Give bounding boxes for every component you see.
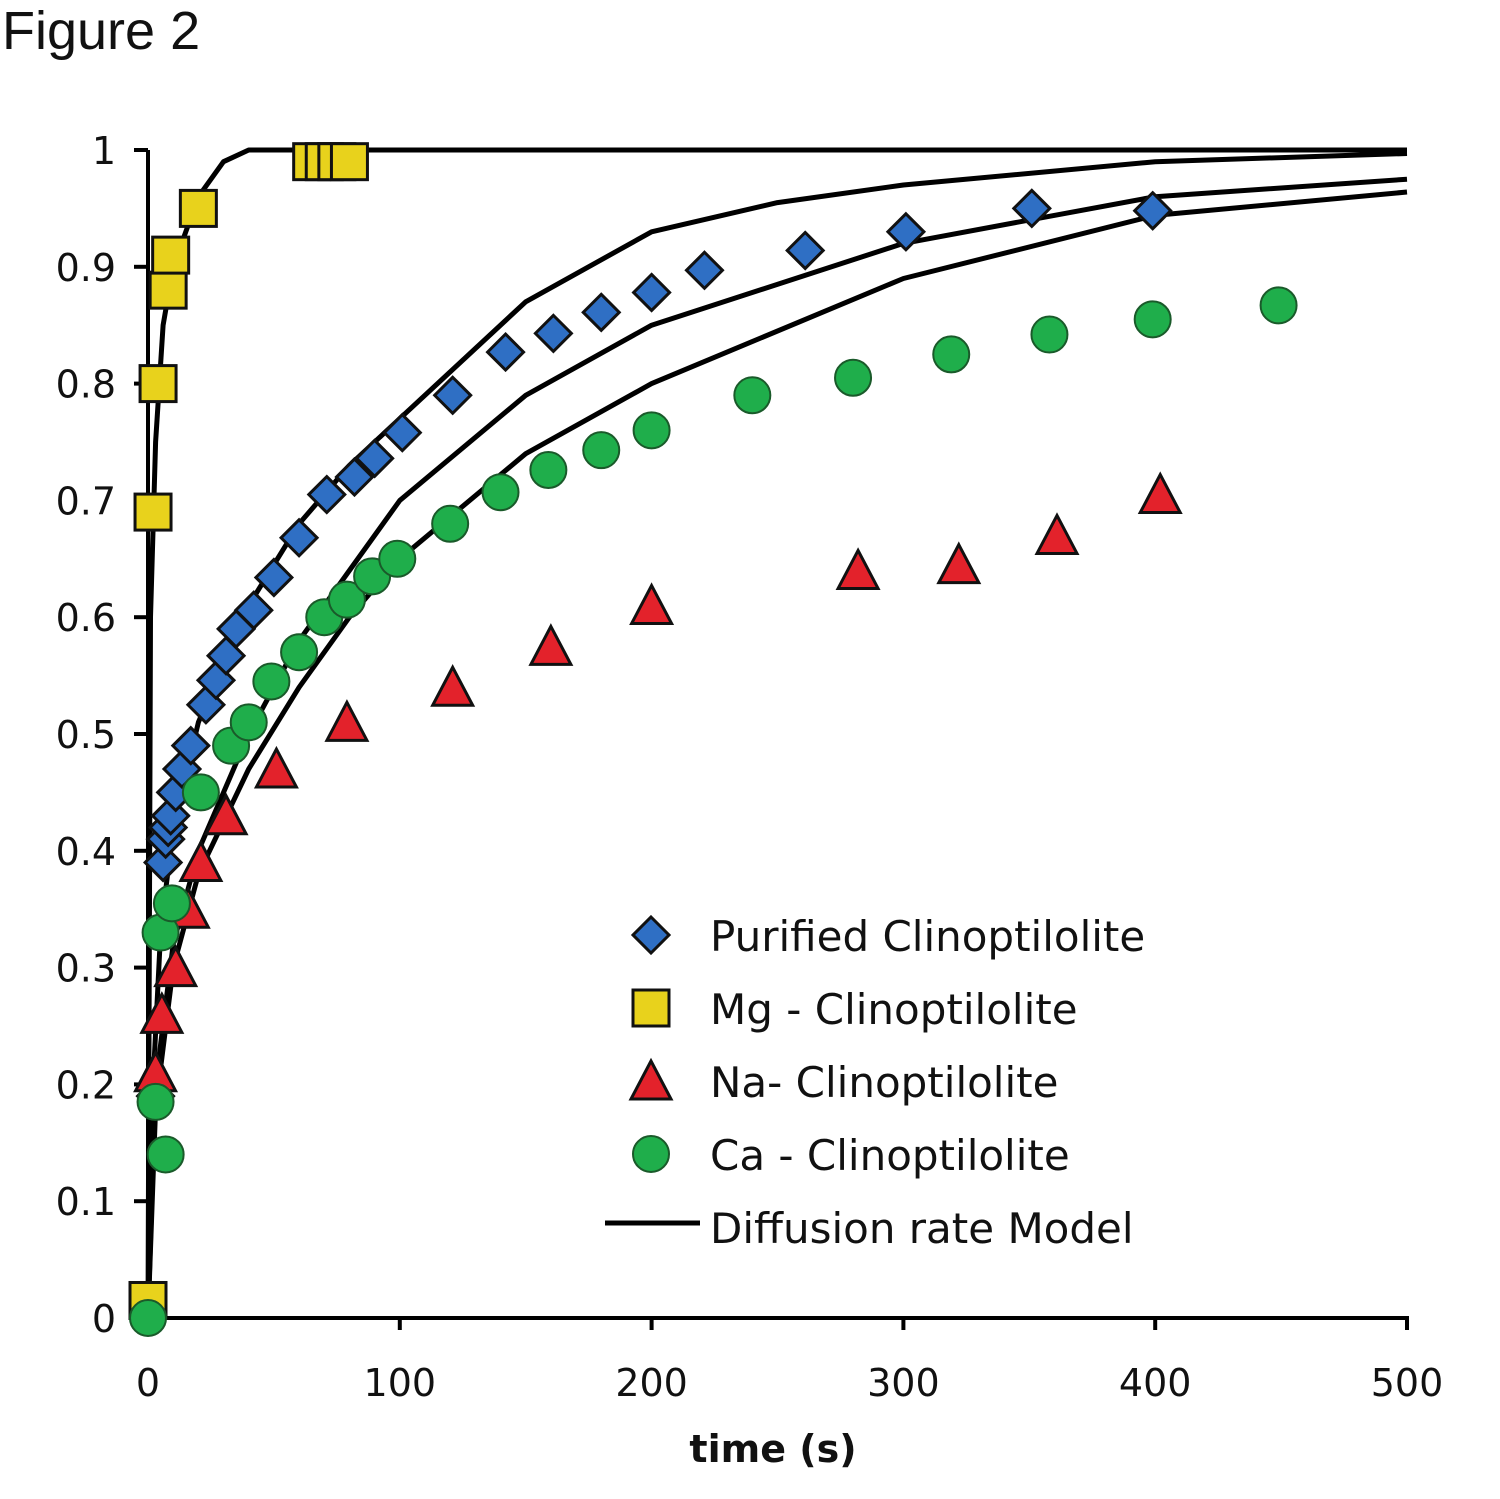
data-point-circle <box>834 358 873 397</box>
data-point-circle <box>136 1082 175 1121</box>
data-point-circle <box>481 473 520 512</box>
data-point-diamond <box>233 590 274 631</box>
data-point-diamond <box>354 438 395 479</box>
data-point-circle <box>229 703 268 742</box>
legend-label: Na- Clinoptilolite <box>710 1058 1058 1107</box>
x-tick-label: 500 <box>1371 1361 1444 1405</box>
legend-marker-diamond <box>630 914 672 956</box>
data-point-diamond <box>533 313 574 354</box>
data-point-diamond <box>885 211 927 252</box>
x-tick-label: 200 <box>615 1361 688 1405</box>
data-point-triangle <box>430 664 476 707</box>
data-point-diamond <box>334 456 375 498</box>
data-point-triangle <box>528 623 574 666</box>
axes: 0 100 200 300 400 500 0 0.1 0.2 0.3 0.4 0.5 0.6 0.7 0.… <box>56 129 1444 1405</box>
data-point-square <box>148 270 188 310</box>
y-tick-label: 0 <box>92 1297 116 1341</box>
data-point-diamond <box>278 517 320 558</box>
data-point-diamond <box>785 230 826 271</box>
data-point-diamond <box>1132 190 1173 231</box>
y-tick-label: 0.3 <box>56 947 116 991</box>
x-axis-label: time (s) <box>689 1427 856 1471</box>
data-point-square <box>329 142 369 182</box>
data-point-diamond <box>485 331 526 373</box>
legend-marker-triangle <box>628 1057 674 1101</box>
y-tick-label: 0.9 <box>56 246 116 290</box>
data-point-diamond <box>382 412 423 453</box>
data-point-circle <box>582 431 621 470</box>
legend-label: Purified Clinoptilolite <box>710 912 1145 961</box>
data-point-diamond <box>253 557 295 598</box>
legend-label: Mg - Clinoptilolite <box>710 985 1078 1034</box>
data-points <box>128 142 1298 1337</box>
legend: Purified Clinoptilolite Mg - Clinoptiloli… <box>605 912 1145 1253</box>
figure-label: Figure 2 <box>2 1 201 61</box>
data-point-circle <box>280 633 319 672</box>
data-point-triangle <box>324 699 370 742</box>
data-point-circle <box>252 662 291 701</box>
data-point-diamond <box>1011 188 1052 229</box>
x-tick-label: 100 <box>364 1361 437 1405</box>
data-point-diamond <box>170 725 211 766</box>
legend-marker-square <box>631 988 671 1028</box>
data-point-triangle <box>835 547 881 590</box>
data-point-diamond <box>631 272 672 313</box>
data-point-circle <box>378 539 417 578</box>
data-point-circle <box>529 451 568 490</box>
data-point-circle <box>632 411 671 450</box>
data-point-triangle <box>153 944 199 988</box>
data-point-triangle <box>178 839 224 882</box>
data-point-circle <box>1259 286 1298 325</box>
legend-label: Ca - Clinoptilolite <box>710 1131 1070 1180</box>
y-tick-label: 0.5 <box>56 713 116 757</box>
y-tick-label: 0.7 <box>56 479 116 523</box>
data-point-circle <box>181 773 220 812</box>
data-point-triangle <box>1137 471 1183 515</box>
y-tick-label: 0.1 <box>56 1180 116 1224</box>
data-point-square <box>138 364 178 404</box>
data-point-diamond <box>581 292 622 333</box>
y-tick-label: 0.6 <box>56 596 116 640</box>
data-point-triangle <box>253 745 299 789</box>
data-point-circle <box>1030 315 1069 354</box>
legend-marker-circle <box>632 1135 670 1173</box>
y-tick-label: 0.4 <box>56 830 116 874</box>
data-point-square <box>178 188 218 228</box>
data-point-diamond <box>306 474 347 515</box>
data-point-square <box>133 492 173 532</box>
data-point-diamond <box>684 250 725 291</box>
x-tick-label: 400 <box>1119 1361 1192 1405</box>
data-point-circle <box>146 1135 185 1174</box>
data-point-circle <box>152 884 191 923</box>
data-point-triangle <box>203 792 249 836</box>
y-tick-label: 0.2 <box>56 1063 116 1107</box>
data-point-circle <box>733 376 772 415</box>
data-point-circle <box>431 504 470 543</box>
data-point-diamond <box>142 842 184 883</box>
data-point-square <box>151 235 191 275</box>
data-point-circle <box>327 580 366 619</box>
data-point-diamond <box>432 375 473 416</box>
data-point-triangle <box>1034 512 1080 555</box>
data-point-circle <box>1133 300 1172 339</box>
data-point-triangle <box>139 991 185 1034</box>
data-point-triangle <box>936 541 982 585</box>
y-tick-label: 1 <box>92 129 116 173</box>
x-tick-label: 0 <box>136 1361 160 1405</box>
legend-label: Diffusion rate Model <box>710 1204 1134 1253</box>
data-point-circle <box>932 335 971 374</box>
data-point-triangle <box>629 582 675 626</box>
x-tick-label: 300 <box>867 1361 940 1405</box>
data-point-circle <box>129 1299 167 1337</box>
y-tick-label: 0.8 <box>56 363 116 407</box>
